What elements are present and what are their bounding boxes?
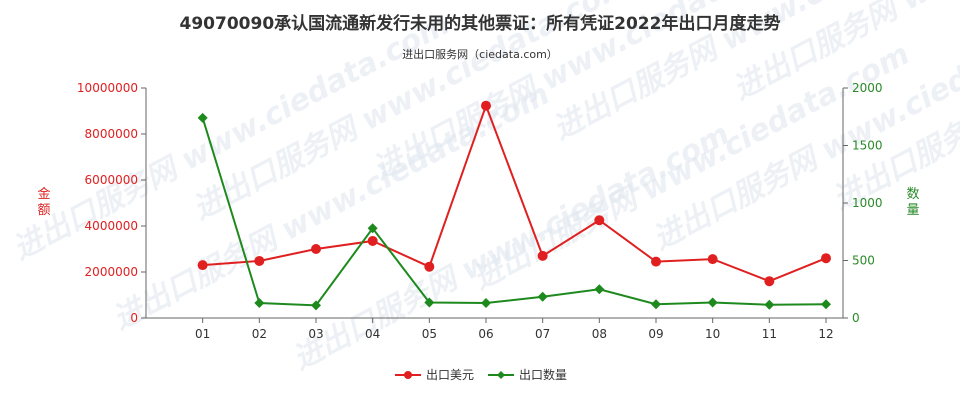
legend-item-2[interactable]: 出口数量 <box>488 367 567 382</box>
data-point <box>424 297 435 308</box>
axes: 0200000040000006000000800000010000000050… <box>37 81 919 341</box>
legend[interactable]: 出口美元 出口数量 <box>395 367 567 382</box>
data-point <box>651 299 661 310</box>
data-point <box>764 276 775 287</box>
right-tick-label: 500 <box>852 254 875 268</box>
x-tick-label: 07 <box>535 327 550 341</box>
right-tick-label: 0 <box>852 311 860 325</box>
series-2 <box>197 112 831 311</box>
right-tick-label: 2000 <box>852 81 883 95</box>
data-point <box>537 291 548 302</box>
data-point <box>481 298 491 309</box>
legend-marker <box>497 371 505 379</box>
chart-subtitle: 进出口服务网（ciedata.com） <box>402 47 558 61</box>
left-tick-label: 2000000 <box>85 265 138 279</box>
x-tick-label: 01 <box>195 327 210 341</box>
data-point <box>651 256 661 267</box>
series-1 <box>197 100 831 287</box>
data-point <box>594 215 605 226</box>
data-point <box>821 299 831 310</box>
left-tick-label: 6000000 <box>85 173 138 187</box>
chart-title: 49070090承认国流通新发行未用的其他票证：所有凭证2022年出口月度走势 <box>180 13 781 34</box>
data-point <box>707 297 718 308</box>
left-tick-label: 0 <box>130 311 138 325</box>
right-axis-title: 数量 <box>906 187 919 218</box>
x-tick-label: 08 <box>592 327 607 341</box>
data-point <box>764 299 775 310</box>
data-point <box>424 261 435 272</box>
x-tick-label: 03 <box>308 327 323 341</box>
data-point <box>311 244 321 254</box>
watermark-text: 进出口服务网 www.ciedata.com <box>7 7 455 267</box>
data-point <box>367 235 378 246</box>
x-tick-label: 02 <box>252 327 267 341</box>
x-tick-label: 05 <box>422 327 437 341</box>
data-point <box>311 300 321 311</box>
data-point <box>707 254 718 265</box>
x-tick-label: 06 <box>478 327 493 341</box>
data-point <box>481 100 491 111</box>
right-tick-label: 1500 <box>852 139 883 153</box>
series-line <box>201 117 827 307</box>
series-line <box>202 102 827 283</box>
legend-label: 出口数量 <box>519 367 567 382</box>
data-point <box>254 298 265 309</box>
left-tick-label: 8000000 <box>85 127 138 141</box>
right-tick-label: 1000 <box>852 196 883 210</box>
data-point <box>197 112 208 123</box>
data-point <box>537 250 548 261</box>
x-tick-label: 04 <box>365 327 380 341</box>
legend-item-1[interactable]: 出口美元 <box>395 368 474 382</box>
left-axis-title: 金额 <box>37 186 50 218</box>
legend-label: 出口美元 <box>426 368 474 382</box>
data-point <box>254 255 265 266</box>
data-point <box>594 284 605 295</box>
x-tick-label: 12 <box>818 327 833 341</box>
left-tick-label: 10000000 <box>77 81 138 95</box>
series-layer <box>197 100 831 311</box>
legend-marker <box>404 371 412 379</box>
data-point <box>197 260 208 271</box>
x-tick-label: 11 <box>762 327 777 341</box>
x-tick-label: 10 <box>705 327 720 341</box>
data-point <box>821 253 831 264</box>
watermark-text: 进出口服务网 www.ciedata.com <box>107 77 555 337</box>
data-point <box>367 223 378 234</box>
left-tick-label: 4000000 <box>85 219 138 233</box>
x-tick-label: 09 <box>648 327 663 341</box>
